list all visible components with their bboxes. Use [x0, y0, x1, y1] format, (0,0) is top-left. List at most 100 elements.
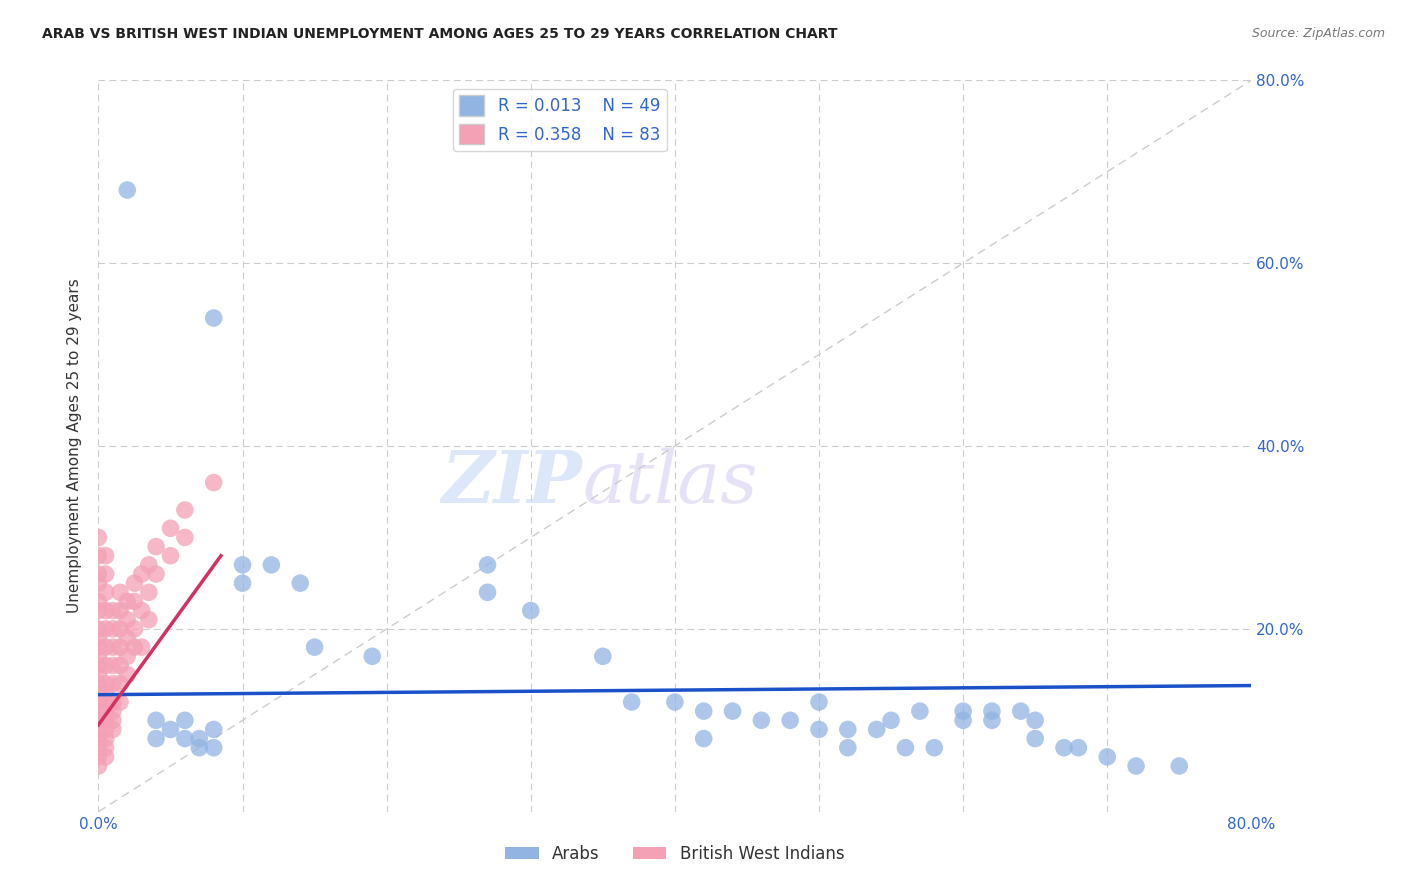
Point [1067, 740, 1090, 755]
Point [138, 585, 160, 599]
Text: ZIP: ZIP [441, 447, 582, 518]
Point [260, 558, 283, 572]
Point [101, 640, 124, 655]
Point [101, 658, 124, 673]
Point [87, 704, 110, 718]
Point [117, 594, 139, 608]
Point [87, 567, 110, 582]
Point [94, 731, 117, 746]
Point [101, 676, 124, 690]
Point [87, 676, 110, 690]
Point [87, 731, 110, 746]
Point [87, 622, 110, 636]
Point [94, 640, 117, 655]
Point [124, 576, 146, 591]
Point [87, 667, 110, 681]
Legend: Arabs, British West Indians: Arabs, British West Indians [499, 838, 851, 869]
Point [94, 749, 117, 764]
Point [159, 549, 181, 563]
Point [87, 631, 110, 645]
Point [922, 740, 945, 755]
Point [94, 603, 117, 617]
Point [94, 658, 117, 673]
Point [159, 521, 181, 535]
Point [87, 695, 110, 709]
Point [94, 704, 117, 718]
Text: atlas: atlas [582, 447, 758, 518]
Point [145, 714, 167, 728]
Point [202, 723, 225, 737]
Point [138, 558, 160, 572]
Point [87, 530, 110, 544]
Point [721, 704, 744, 718]
Point [188, 731, 211, 746]
Point [807, 723, 830, 737]
Point [117, 183, 139, 197]
Point [981, 704, 1004, 718]
Point [231, 576, 254, 591]
Point [87, 714, 110, 728]
Point [174, 714, 197, 728]
Point [87, 658, 110, 673]
Point [693, 704, 716, 718]
Point [108, 658, 131, 673]
Point [87, 740, 110, 755]
Point [837, 740, 859, 755]
Point [664, 695, 686, 709]
Point [520, 603, 543, 617]
Point [1168, 759, 1191, 773]
Point [108, 603, 131, 617]
Point [880, 714, 903, 728]
Point [202, 740, 225, 755]
Point [101, 723, 124, 737]
Point [108, 585, 131, 599]
Point [131, 603, 153, 617]
Point [124, 622, 146, 636]
Point [94, 695, 117, 709]
Point [131, 640, 153, 655]
Text: ARAB VS BRITISH WEST INDIAN UNEMPLOYMENT AMONG AGES 25 TO 29 YEARS CORRELATION C: ARAB VS BRITISH WEST INDIAN UNEMPLOYMENT… [42, 27, 838, 41]
Point [188, 740, 211, 755]
Point [304, 640, 326, 655]
Point [202, 311, 225, 326]
Point [779, 714, 801, 728]
Point [174, 731, 197, 746]
Point [693, 731, 716, 746]
Point [894, 740, 917, 755]
Point [87, 594, 110, 608]
Point [981, 714, 1004, 728]
Point [101, 622, 124, 636]
Point [866, 723, 889, 737]
Point [87, 723, 110, 737]
Point [117, 667, 139, 681]
Point [108, 676, 131, 690]
Point [174, 503, 197, 517]
Point [108, 640, 131, 655]
Point [108, 622, 131, 636]
Point [952, 714, 974, 728]
Point [87, 759, 110, 773]
Point [94, 585, 117, 599]
Point [1010, 704, 1032, 718]
Point [101, 695, 124, 709]
Point [94, 676, 117, 690]
Point [94, 622, 117, 636]
Point [837, 723, 859, 737]
Point [592, 649, 614, 664]
Point [145, 731, 167, 746]
Point [87, 749, 110, 764]
Point [87, 649, 110, 664]
Point [101, 704, 124, 718]
Point [117, 631, 139, 645]
Point [908, 704, 931, 718]
Point [117, 613, 139, 627]
Point [1125, 759, 1147, 773]
Point [477, 558, 499, 572]
Y-axis label: Unemployment Among Ages 25 to 29 years: Unemployment Among Ages 25 to 29 years [67, 278, 83, 614]
Point [124, 640, 146, 655]
Point [94, 714, 117, 728]
Point [87, 603, 110, 617]
Point [108, 695, 131, 709]
Point [117, 649, 139, 664]
Point [361, 649, 384, 664]
